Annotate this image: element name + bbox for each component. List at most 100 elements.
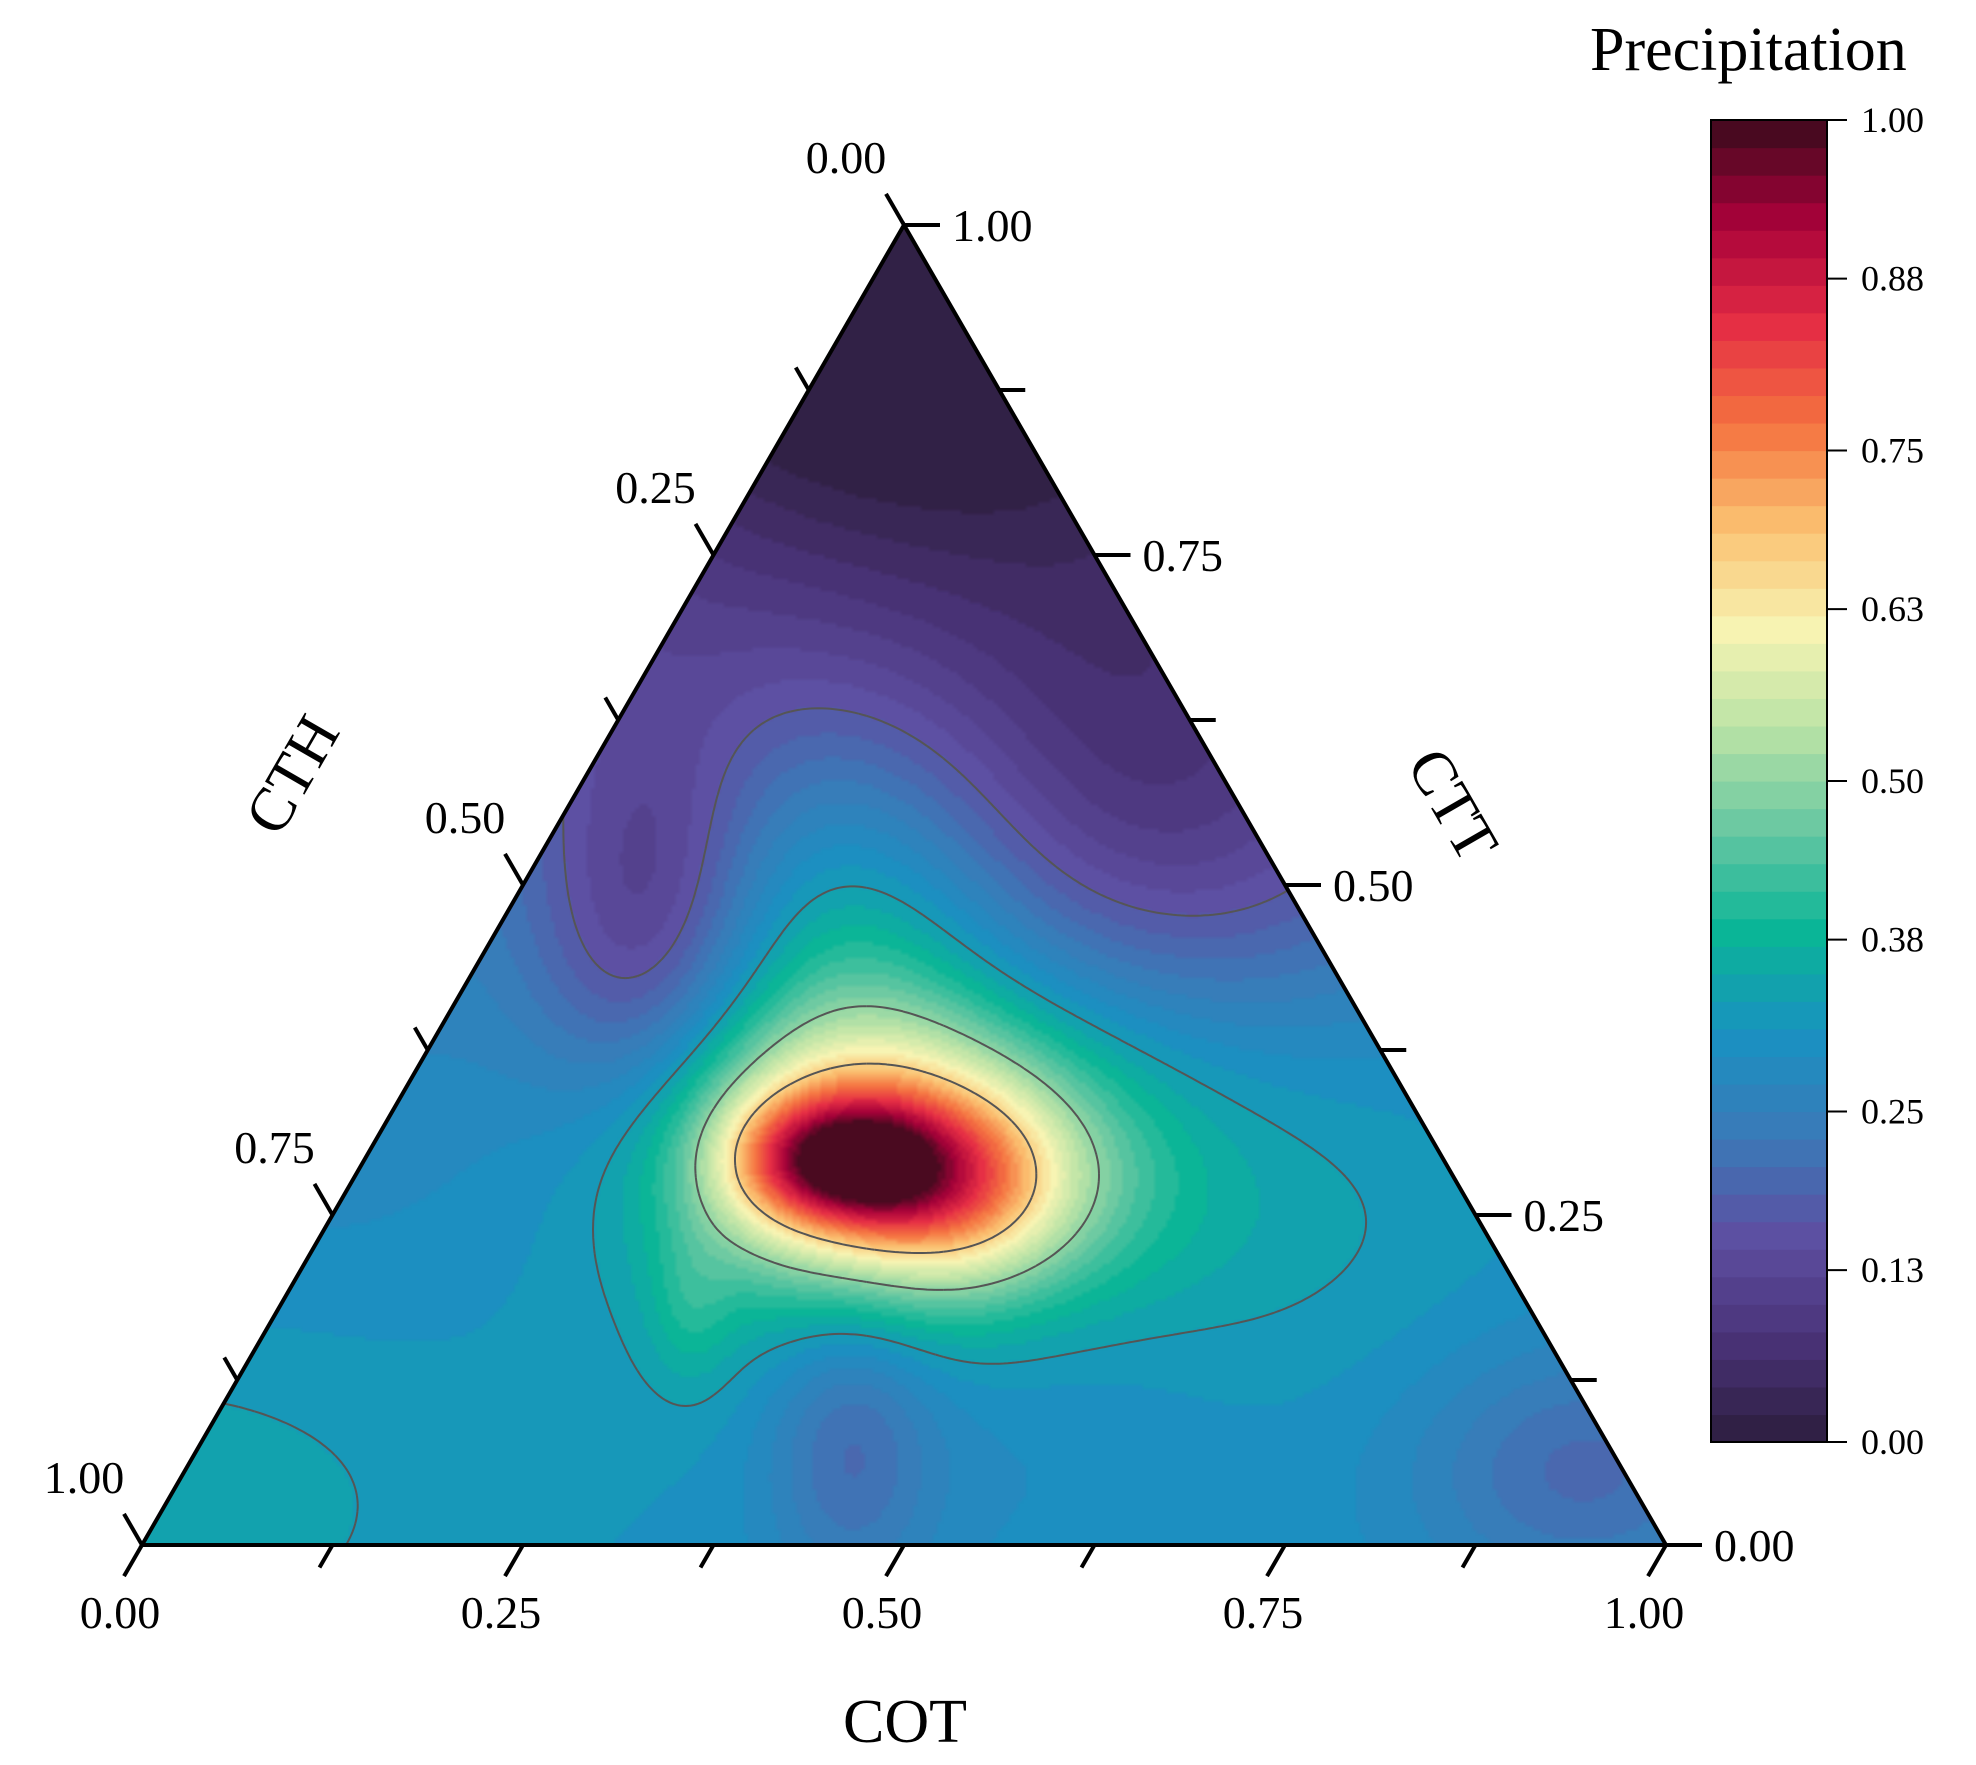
colorbar-band-15 bbox=[1711, 1001, 1827, 1030]
colorbar-band-43 bbox=[1711, 230, 1827, 259]
colorbar-label-5: 0.38 bbox=[1861, 920, 1924, 960]
colorbar-band-36 bbox=[1711, 422, 1827, 452]
colorbar-band-28 bbox=[1711, 643, 1827, 672]
colorbar-band-27 bbox=[1711, 670, 1827, 699]
cth-tick-mark-7 bbox=[222, 1356, 239, 1382]
colorbar-band-18 bbox=[1711, 918, 1827, 947]
colorbar-band-19 bbox=[1711, 891, 1827, 920]
contour-line-3 bbox=[734, 1062, 1038, 1254]
cot-tick-mark-8 bbox=[1646, 1543, 1668, 1578]
ctt-tick-1: 0.25 bbox=[1524, 1190, 1605, 1241]
colorbar-band-6 bbox=[1711, 1249, 1827, 1278]
colorbar: Precipitation 1.00 0.88 0.75 0.63 0.50 0… bbox=[1590, 16, 1924, 1462]
colorbar-band-9 bbox=[1711, 1166, 1827, 1195]
colorbar-band-44 bbox=[1711, 202, 1827, 231]
colorbar-band-42 bbox=[1711, 257, 1827, 286]
colorbar-band-5 bbox=[1711, 1276, 1827, 1305]
cth-tick-1: 0.25 bbox=[615, 462, 696, 513]
colorbar-label-6: 0.25 bbox=[1861, 1092, 1924, 1132]
ctt-tick-2: 0.50 bbox=[1333, 860, 1414, 911]
colorbar-band-0 bbox=[1711, 1414, 1827, 1443]
colorbar-band-37 bbox=[1711, 395, 1827, 424]
colorbar-band-31 bbox=[1711, 560, 1827, 589]
colorbar-band-25 bbox=[1711, 725, 1827, 755]
colorbar-labels: 1.00 0.88 0.75 0.63 0.50 0.38 0.25 0.13 … bbox=[1861, 100, 1924, 1462]
ctt-tick-3: 0.75 bbox=[1143, 530, 1224, 581]
colorbar-band-24 bbox=[1711, 753, 1827, 782]
cot-tick-mark-0 bbox=[122, 1543, 144, 1578]
cot-tick-mark-2 bbox=[503, 1543, 525, 1578]
colorbar-ticks bbox=[1827, 119, 1847, 1443]
precipitation-field bbox=[142, 225, 1666, 1545]
colorbar-label-4: 0.50 bbox=[1861, 761, 1924, 801]
cth-tick-mark-2 bbox=[693, 522, 716, 557]
contour-line-2 bbox=[694, 1005, 1100, 1291]
cth-tick-mark-0 bbox=[884, 192, 906, 227]
colorbar-band-21 bbox=[1711, 836, 1827, 865]
colorbar-band-34 bbox=[1711, 478, 1827, 507]
cot-tick-mark-4 bbox=[884, 1543, 906, 1578]
cot-axis-title: COT bbox=[843, 1688, 967, 1756]
axis-ticks bbox=[122, 192, 1702, 1578]
colorbar-band-26 bbox=[1711, 698, 1827, 727]
cth-tick-mark-3 bbox=[603, 696, 620, 722]
cot-tick-mark-1 bbox=[317, 1543, 335, 1569]
cth-tick-mark-5 bbox=[413, 1026, 430, 1052]
cot-tick-3: 0.75 bbox=[1223, 1587, 1304, 1638]
colorbar-band-35 bbox=[1711, 450, 1827, 479]
colorbar-band-2 bbox=[1711, 1359, 1827, 1388]
ctt-tick-0: 0.00 bbox=[1714, 1520, 1795, 1571]
cth-tick-4: 1.00 bbox=[44, 1452, 125, 1503]
cth-tick-2: 0.50 bbox=[425, 792, 506, 843]
colorbar-bands bbox=[1711, 120, 1827, 1443]
cot-tick-mark-5 bbox=[1079, 1543, 1097, 1569]
cot-tick-0: 0.00 bbox=[80, 1587, 161, 1638]
colorbar-band-41 bbox=[1711, 285, 1827, 314]
colorbar-band-12 bbox=[1711, 1083, 1827, 1113]
ctt-axis-title: CTT bbox=[1394, 737, 1511, 872]
colorbar-title: Precipitation bbox=[1590, 16, 1907, 84]
cot-tick-mark-3 bbox=[698, 1543, 716, 1569]
colorbar-band-8 bbox=[1711, 1194, 1827, 1223]
cth-tick-0: 0.00 bbox=[806, 132, 887, 183]
colorbar-band-33 bbox=[1711, 505, 1827, 534]
cth-tick-mark-8 bbox=[122, 1512, 144, 1547]
cot-tick-mark-7 bbox=[1460, 1543, 1478, 1569]
colorbar-label-3: 0.63 bbox=[1861, 589, 1924, 629]
cot-tick-1: 0.25 bbox=[461, 1587, 542, 1638]
colorbar-band-47 bbox=[1711, 120, 1827, 149]
colorbar-band-17 bbox=[1711, 946, 1827, 975]
colorbar-band-39 bbox=[1711, 340, 1827, 369]
cth-tick-mark-1 bbox=[794, 366, 811, 392]
cot-tick-mark-6 bbox=[1265, 1543, 1287, 1578]
colorbar-band-23 bbox=[1711, 781, 1827, 810]
cth-axis-title: CTH bbox=[232, 704, 353, 845]
cth-tick-3: 0.75 bbox=[234, 1122, 315, 1173]
cth-tick-labels: 0.00 0.25 0.50 0.75 1.00 bbox=[44, 132, 887, 1503]
cot-tick-4: 1.00 bbox=[1604, 1587, 1685, 1638]
colorbar-band-1 bbox=[1711, 1386, 1827, 1416]
colorbar-band-46 bbox=[1711, 147, 1827, 176]
cth-tick-mark-4 bbox=[503, 852, 525, 887]
colorbar-band-20 bbox=[1711, 863, 1827, 892]
ctt-tick-4: 1.00 bbox=[952, 200, 1033, 251]
colorbar-band-16 bbox=[1711, 973, 1827, 1002]
colorbar-band-32 bbox=[1711, 533, 1827, 562]
plot-area bbox=[138, 220, 1670, 1547]
colorbar-band-4 bbox=[1711, 1304, 1827, 1333]
colorbar-band-29 bbox=[1711, 615, 1827, 644]
colorbar-label-8: 0.00 bbox=[1861, 1422, 1924, 1462]
colorbar-label-1: 0.88 bbox=[1861, 259, 1924, 299]
colorbar-band-3 bbox=[1711, 1331, 1827, 1360]
colorbar-band-22 bbox=[1711, 808, 1827, 837]
colorbar-label-0: 1.00 bbox=[1861, 100, 1924, 140]
cot-tick-labels: 0.00 0.25 0.50 0.75 1.00 bbox=[80, 1587, 1685, 1638]
cot-tick-2: 0.50 bbox=[842, 1587, 923, 1638]
colorbar-label-7: 0.13 bbox=[1861, 1250, 1924, 1290]
colorbar-band-7 bbox=[1711, 1221, 1827, 1250]
colorbar-band-45 bbox=[1711, 175, 1827, 204]
colorbar-band-13 bbox=[1711, 1056, 1827, 1085]
colorbar-band-30 bbox=[1711, 588, 1827, 617]
contour-line-1 bbox=[142, 885, 1368, 1545]
